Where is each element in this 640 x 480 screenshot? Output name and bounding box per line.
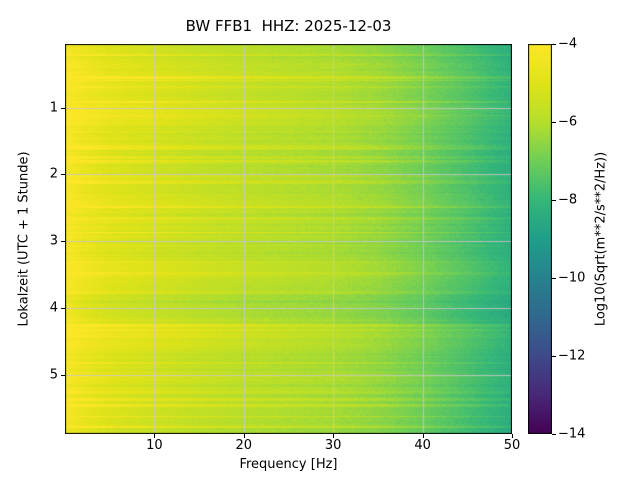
x-tick-mark [422, 434, 424, 438]
x-tick-label: 10 [146, 438, 163, 453]
colorbar-tick-label: −10 [558, 270, 586, 286]
colorbar-tick-mark [552, 44, 556, 45]
x-tick-label: 30 [324, 438, 342, 453]
x-tick-mark [154, 434, 156, 438]
colorbar-tick-mark [552, 434, 556, 435]
chart-title: BW FFB1 HHZ: 2025-12-03 [185, 17, 392, 35]
colorbar-tick-label: −14 [558, 426, 586, 442]
y-tick-mark [61, 308, 65, 310]
colorbar-tick-mark [552, 200, 556, 201]
y-tick-label: 4 [49, 300, 58, 316]
colorbar-label: Log10(Sqrt(m**2/s**2/Hz)) [593, 151, 609, 327]
y-tick-mark [61, 375, 65, 377]
y-tick-mark [61, 241, 65, 243]
colorbar-tick-label: −8 [558, 192, 578, 208]
colorbar-tick-label: −4 [558, 36, 578, 52]
x-tick-mark [512, 434, 513, 438]
colorbar-tick-mark [552, 278, 556, 279]
x-tick-mark [243, 434, 245, 438]
x-tick-mark [333, 434, 335, 438]
colorbar-tick-mark [552, 356, 556, 357]
y-tick-mark [61, 174, 65, 176]
x-axis-label: Frequency [Hz] [239, 457, 338, 472]
y-tick-label: 3 [49, 233, 58, 249]
x-tick-label: 40 [414, 438, 431, 453]
colorbar-tick-label: −12 [558, 348, 586, 364]
colorbar [528, 44, 552, 434]
y-tick-label: 5 [49, 367, 58, 383]
y-tick-label: 2 [49, 166, 58, 182]
x-tick-label: 50 [503, 438, 521, 453]
spectrogram-heatmap [65, 44, 512, 434]
colorbar-tick-mark [552, 122, 556, 123]
y-tick-mark [61, 107, 65, 109]
y-tick-label: 1 [49, 100, 58, 116]
y-axis-label: Lokalzeit (UTC + 1 Stunde) [16, 151, 32, 327]
x-tick-label: 20 [235, 438, 253, 453]
colorbar-tick-label: −6 [558, 114, 578, 130]
